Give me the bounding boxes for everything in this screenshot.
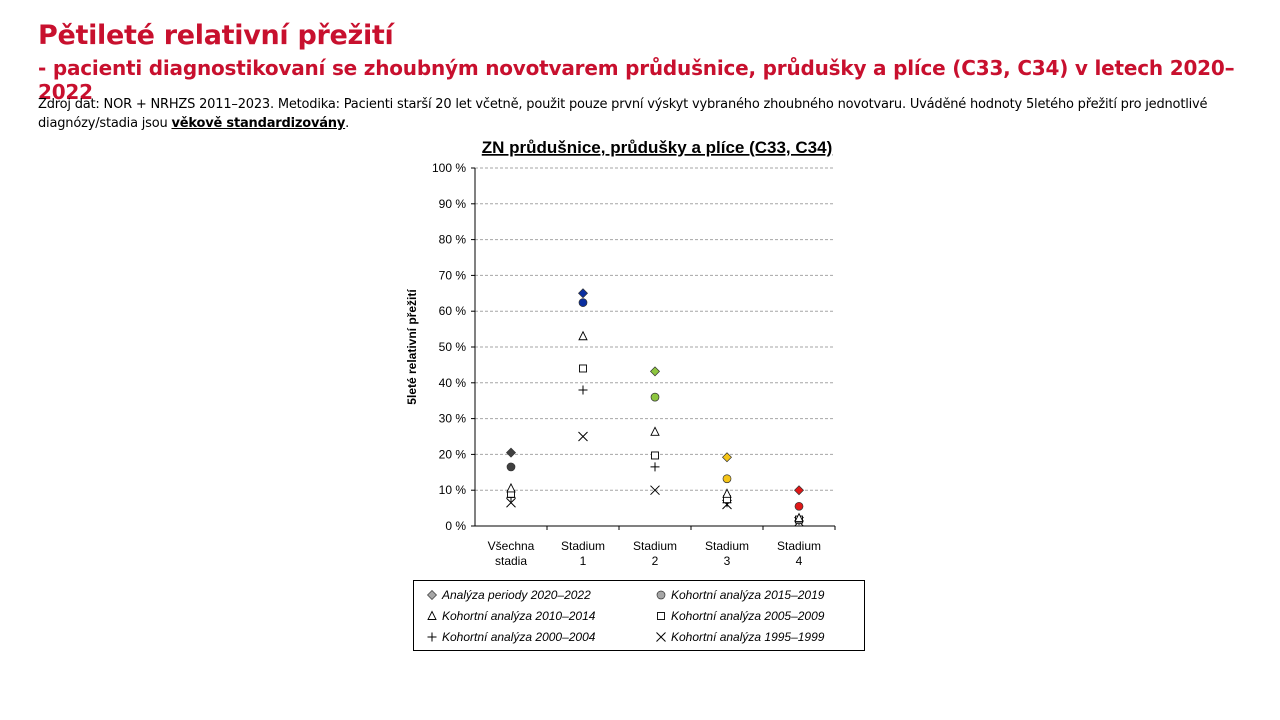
x-tick-label: Stadium 2 (633, 539, 677, 568)
y-axis-label: 5leté relativní přežití (405, 289, 419, 405)
data-point-circle (578, 298, 588, 307)
legend-label: Kohortní analýza 2015–2019 (671, 588, 825, 602)
legend-marker-shape (656, 590, 666, 600)
data-point-triangle (794, 512, 804, 523)
y-tick-label: 10 % (439, 483, 467, 497)
data-point-square (579, 364, 587, 373)
data-point-diamond (722, 452, 732, 463)
legend-label: Kohortní analýza 1995–1999 (671, 630, 825, 644)
y-tick-label: 90 % (439, 197, 467, 211)
legend-marker-plus (427, 632, 437, 642)
legend-label: Kohortní analýza 2010–2014 (442, 609, 596, 623)
data-point-x (578, 431, 588, 442)
data-point-x (650, 485, 660, 496)
legend-label: Kohortní analýza 2005–2009 (671, 609, 825, 623)
y-tick-label: 60 % (439, 304, 467, 318)
legend-marker-square (657, 612, 665, 620)
page-title: Pětileté relativní přežití (38, 20, 394, 51)
data-point-circle (506, 462, 516, 472)
y-tick-label: 70 % (439, 268, 467, 282)
x-tick-label: Stadium 4 (777, 539, 821, 568)
legend-marker-x (656, 632, 666, 642)
source-text: Zdroj dat: NOR + NRHZS 2011–2023. Metodi… (38, 97, 1208, 131)
data-point-plus (578, 385, 588, 395)
legend-marker-shape (657, 612, 665, 620)
data-point-triangle (722, 488, 732, 498)
x-tick-label: Stadium 3 (705, 539, 749, 568)
page-subtitle: - pacienti diagnostikovaní se zhoubným n… (38, 56, 1235, 104)
legend-marker-triangle (427, 610, 437, 620)
data-point-x (506, 497, 516, 508)
chart-title: ZN průdušnice, průdušky a plíce (C33, C3… (482, 138, 832, 157)
y-tick-label: 40 % (439, 376, 467, 390)
data-point-square (651, 451, 659, 460)
y-tick-label: 20 % (439, 447, 467, 461)
data-point-diamond (650, 366, 660, 377)
legend-marker-shape (427, 610, 437, 620)
data-point-triangle (506, 482, 516, 493)
y-tick-label: 80 % (439, 233, 467, 247)
data-point-triangle (650, 426, 660, 436)
data-point-plus (650, 462, 660, 472)
data-point-triangle (578, 330, 588, 341)
legend-marker-shape (656, 632, 666, 642)
legend-marker-circle (656, 590, 666, 600)
chart-legend: Analýza periody 2020–2022 Kohortní analýz… (413, 580, 865, 651)
x-tick-label: Stadium 1 (561, 539, 605, 568)
source-suffix: . (345, 116, 350, 131)
y-tick-label: 100 % (432, 161, 466, 175)
data-point-circle (794, 501, 804, 511)
legend-marker-diamond (427, 590, 437, 600)
data-point-diamond (794, 485, 804, 496)
y-tick-label: 30 % (439, 412, 467, 426)
source-emphasis: věkově standardizovány (171, 116, 346, 131)
legend-label: Kohortní analýza 2000–2004 (442, 630, 596, 644)
legend-marker-shape (427, 632, 437, 642)
data-point-circle (722, 474, 732, 484)
y-tick-label: 50 % (439, 340, 467, 354)
data-point-diamond (506, 447, 516, 458)
legend-label: Analýza periody 2020–2022 (442, 588, 591, 602)
legend-marker-shape (427, 590, 437, 600)
source-note: Zdroj dat: NOR + NRHZS 2011–2023. Metodi… (38, 95, 1253, 133)
data-point-diamond (578, 288, 588, 299)
y-tick-label: 0 % (445, 519, 466, 533)
x-tick-label: Všechna stadia (488, 539, 535, 568)
data-point-circle (650, 392, 660, 402)
